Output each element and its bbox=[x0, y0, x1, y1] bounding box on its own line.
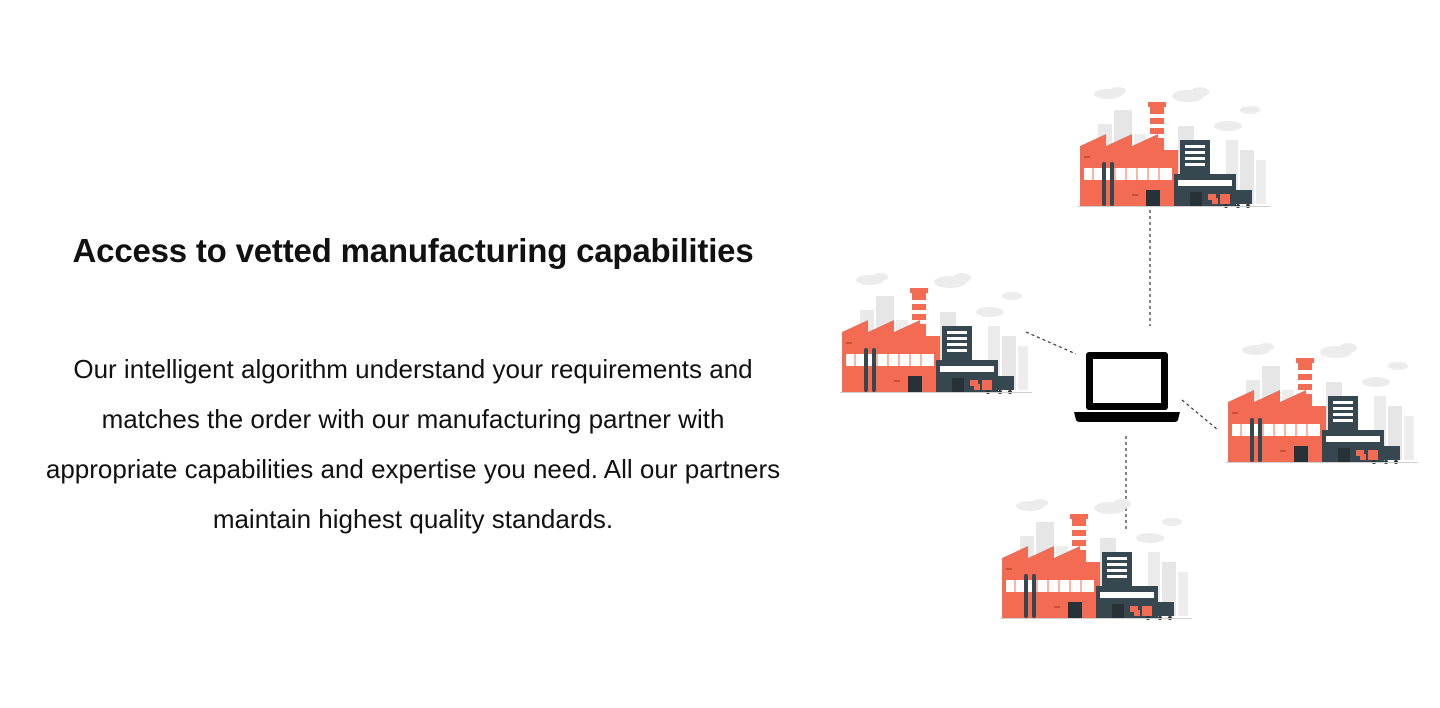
connector-right bbox=[1181, 399, 1219, 431]
factory-icon bbox=[839, 272, 1033, 395]
network-illustration bbox=[820, 70, 1440, 640]
factory-icon bbox=[1225, 342, 1419, 465]
factory-icon bbox=[999, 498, 1193, 621]
feature-heading: Access to vetted manufacturing capabilit… bbox=[72, 232, 754, 269]
connector-left bbox=[1025, 331, 1077, 355]
feature-text-block: Access to vetted manufacturing capabilit… bbox=[40, 222, 786, 544]
connector-lines bbox=[1025, 210, 1219, 532]
factory-icon bbox=[1077, 86, 1271, 209]
network-illustration-svg bbox=[839, 86, 1419, 621]
laptop-icon bbox=[1074, 352, 1180, 422]
feature-description: Our intelligent algorithm understand you… bbox=[45, 354, 781, 534]
